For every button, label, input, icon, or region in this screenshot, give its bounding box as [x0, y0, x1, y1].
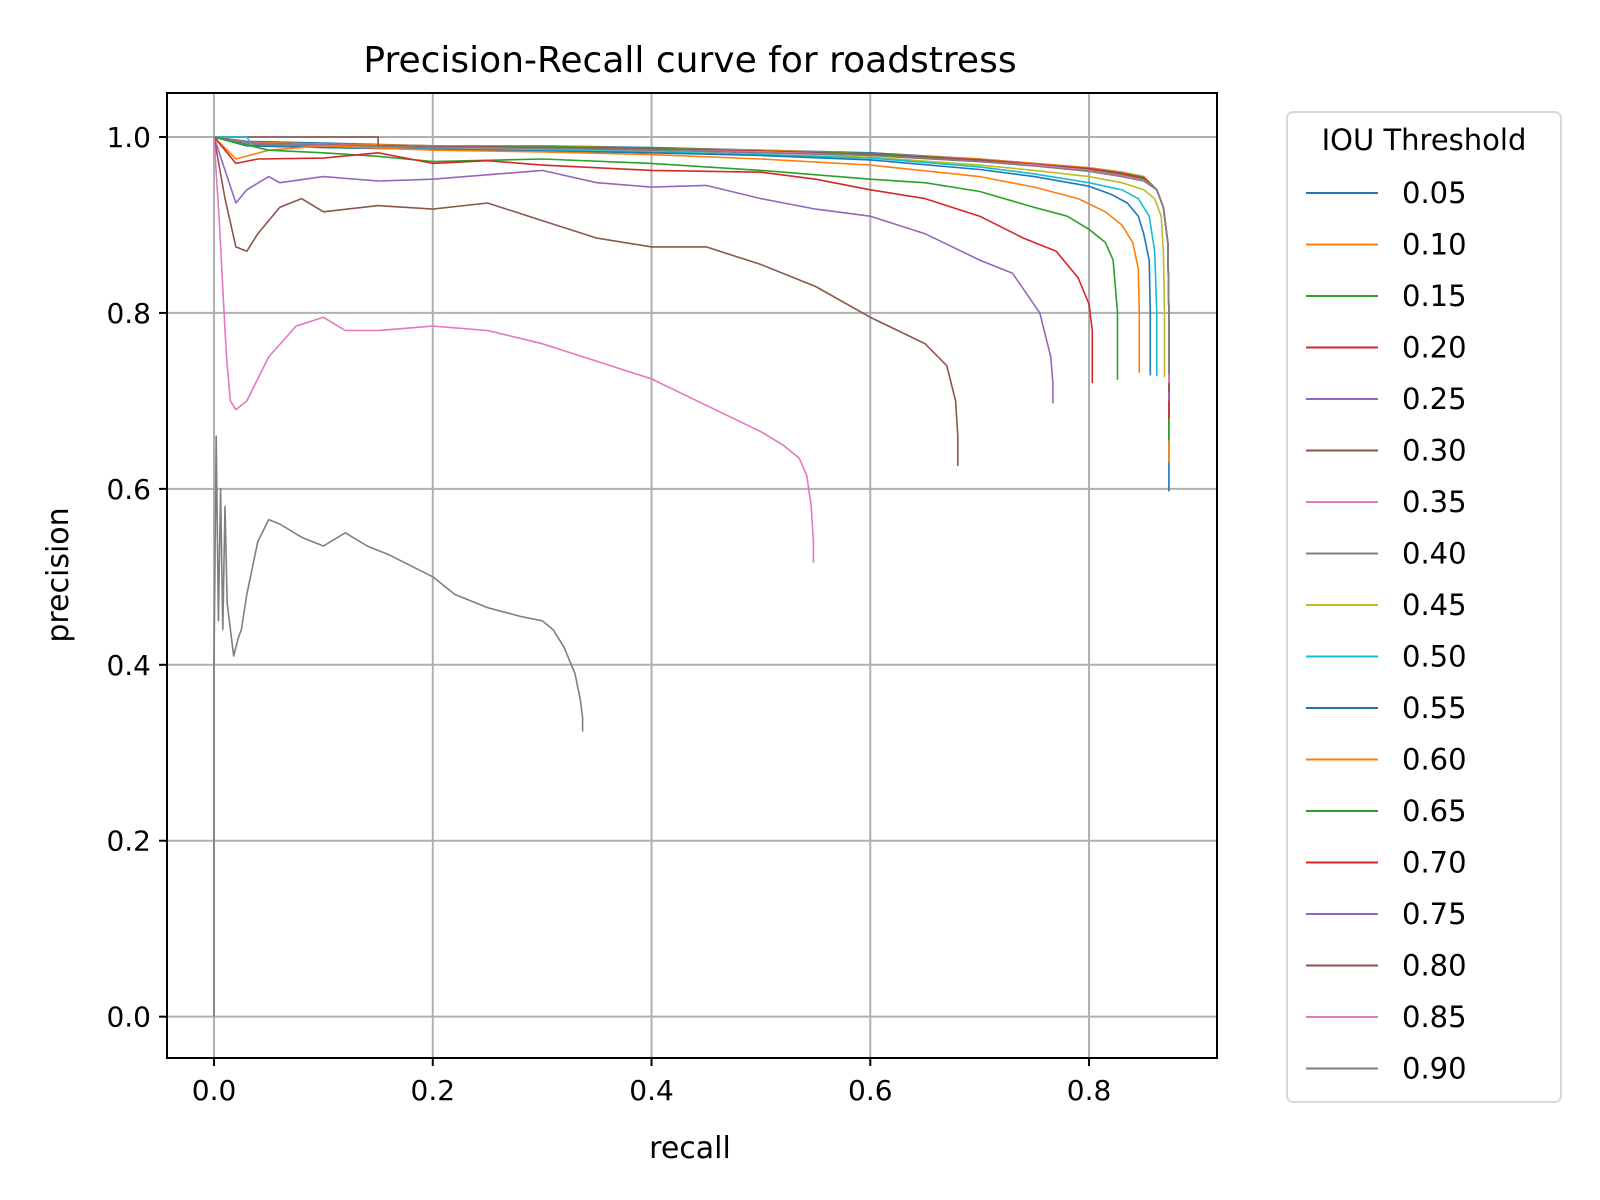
series-line-iou-0.85: [213, 136, 815, 563]
series-line-iou-0.40: [213, 136, 1170, 375]
legend-item: 0.15: [1306, 279, 1467, 313]
x-tick-label: 0.0: [192, 1074, 237, 1107]
y-tick-label: 1.0: [106, 121, 151, 154]
grid: [167, 93, 1217, 1058]
legend-label: 0.75: [1402, 897, 1467, 931]
x-tick-label: 0.2: [411, 1074, 456, 1107]
x-tick-label: 0.4: [629, 1074, 674, 1107]
series-line-iou-0.60: [213, 136, 1141, 373]
legend-item: 0.55: [1306, 691, 1467, 725]
legend-item: 0.60: [1306, 743, 1467, 777]
legend-item: 0.65: [1306, 794, 1467, 828]
legend-item: 0.35: [1306, 485, 1467, 519]
series-line-iou-0.65: [213, 136, 1119, 380]
y-tick-label: 0.8: [106, 297, 151, 330]
legend-label: 0.60: [1402, 743, 1467, 777]
legend-item: 0.05: [1306, 176, 1467, 210]
legend-title: IOU Threshold: [1322, 123, 1527, 157]
y-tick-label: 0.4: [106, 649, 151, 682]
legend-item: 0.40: [1306, 537, 1467, 571]
axes-frame: [166, 92, 1218, 1059]
legend-label: 0.65: [1402, 794, 1467, 828]
legend-item: 0.20: [1306, 331, 1467, 365]
legend-item: 0.90: [1306, 1052, 1467, 1086]
legend-label: 0.25: [1402, 382, 1467, 416]
legend-item: 0.25: [1306, 382, 1467, 416]
chart-title: Precision-Recall curve for roadstress: [363, 40, 1016, 81]
legend-item: 0.80: [1306, 949, 1467, 983]
legend: IOU Threshold 0.050.100.150.200.250.300.…: [1286, 111, 1562, 1103]
legend-item: 0.85: [1306, 1000, 1467, 1034]
series-line-iou-0.70: [213, 136, 1094, 384]
legend-label: 0.50: [1402, 640, 1467, 674]
legend-label: 0.15: [1402, 279, 1467, 313]
legend-item: 0.30: [1306, 434, 1467, 468]
series-line-iou-0.75: [213, 136, 1054, 404]
series-line-iou-0.15: [213, 136, 1170, 441]
legend-item: 0.10: [1306, 228, 1467, 262]
legend-label: 0.55: [1402, 691, 1467, 725]
y-tick-label: 0.2: [106, 825, 151, 858]
legend-items: 0.05 0.10 0.15 0.20 0.25 0.30 0.35 0.40 0.45 0.50…: [1306, 176, 1467, 1086]
legend-label: 0.05: [1402, 176, 1467, 210]
x-axis: 0.0 0.2 0.4 0.6 0.8: [192, 1058, 1112, 1107]
series-line-iou-0.50: [214, 136, 1158, 377]
legend-label: 0.90: [1402, 1052, 1467, 1086]
plot-area: [213, 136, 1170, 1017]
series-line-iou-0.55: [213, 136, 1152, 376]
legend-label: 0.80: [1402, 949, 1467, 983]
legend-label: 0.35: [1402, 485, 1467, 519]
legend-label: 0.10: [1402, 228, 1467, 262]
legend-label: 0.70: [1402, 846, 1467, 880]
y-axis: 0.0 0.2 0.4 0.6 0.8 1.0: [106, 121, 167, 1034]
series-line-iou-0.35: [213, 136, 1170, 384]
series-line-iou-0.90: [213, 435, 584, 1017]
legend-label: 0.30: [1402, 434, 1467, 468]
legend-item: 0.50: [1306, 640, 1467, 674]
legend-label: 0.40: [1402, 537, 1467, 571]
x-tick-label: 0.6: [848, 1074, 893, 1107]
legend-label: 0.85: [1402, 1000, 1467, 1034]
x-axis-label: recall: [649, 1131, 731, 1166]
y-tick-label: 0.0: [106, 1001, 151, 1034]
legend-item: 0.70: [1306, 846, 1467, 880]
legend-box: [1286, 111, 1562, 1103]
legend-item: 0.45: [1306, 588, 1467, 622]
legend-label: 0.20: [1402, 331, 1467, 365]
y-tick-label: 0.6: [106, 473, 151, 506]
series-line-iou-0.25: [213, 136, 1170, 401]
legend-item: 0.75: [1306, 897, 1467, 931]
series-line-iou-0.05: [213, 136, 1170, 492]
legend-label: 0.45: [1402, 588, 1467, 622]
series-line-iou-0.80: [213, 136, 959, 466]
y-axis-label: precision: [41, 507, 76, 642]
x-tick-label: 0.8: [1067, 1074, 1112, 1107]
